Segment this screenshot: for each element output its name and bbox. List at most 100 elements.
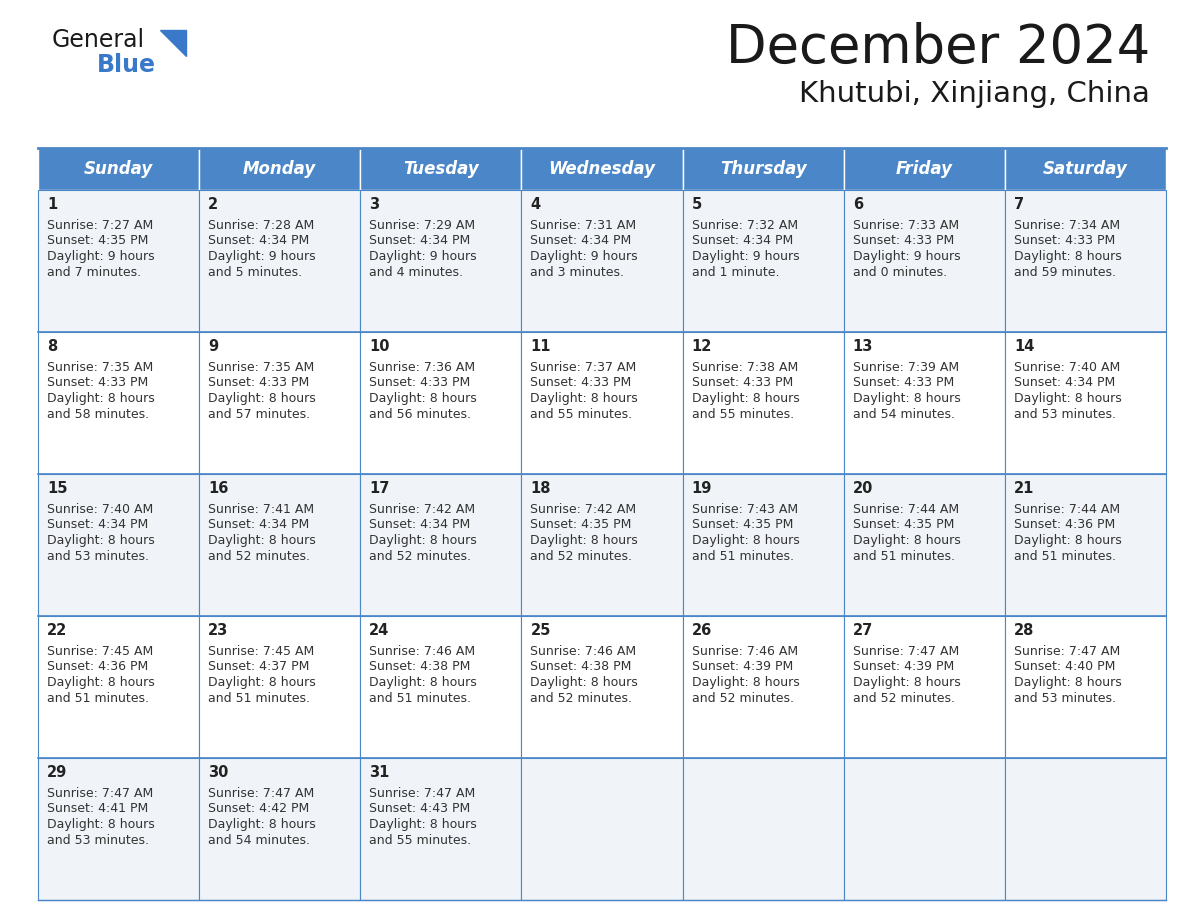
Bar — [522, 190, 683, 332]
Text: Daylight: 9 hours: Daylight: 9 hours — [691, 250, 800, 263]
Text: Sunset: 4:34 PM: Sunset: 4:34 PM — [369, 234, 470, 248]
Bar — [683, 148, 843, 190]
Text: Sunset: 4:35 PM: Sunset: 4:35 PM — [691, 519, 792, 532]
Text: 30: 30 — [208, 765, 228, 780]
Bar — [1005, 332, 1165, 474]
Text: Daylight: 9 hours: Daylight: 9 hours — [369, 250, 476, 263]
Text: Sunrise: 7:37 AM: Sunrise: 7:37 AM — [530, 361, 637, 374]
Text: and 52 minutes.: and 52 minutes. — [369, 550, 472, 563]
Polygon shape — [160, 30, 187, 56]
Text: 31: 31 — [369, 765, 390, 780]
Text: Sunrise: 7:47 AM: Sunrise: 7:47 AM — [48, 787, 153, 800]
Text: and 52 minutes.: and 52 minutes. — [530, 691, 632, 704]
Text: Daylight: 8 hours: Daylight: 8 hours — [48, 676, 154, 689]
Text: Sunrise: 7:46 AM: Sunrise: 7:46 AM — [691, 645, 797, 658]
Text: Blue: Blue — [97, 53, 156, 77]
Text: Saturday: Saturday — [1043, 160, 1127, 178]
Text: Daylight: 9 hours: Daylight: 9 hours — [208, 250, 316, 263]
Bar — [843, 148, 1005, 190]
Text: and 0 minutes.: and 0 minutes. — [853, 265, 947, 278]
Text: Daylight: 8 hours: Daylight: 8 hours — [369, 818, 478, 831]
Text: 5: 5 — [691, 197, 702, 212]
Text: Sunrise: 7:47 AM: Sunrise: 7:47 AM — [1013, 645, 1120, 658]
Bar — [843, 332, 1005, 474]
Text: Sunset: 4:35 PM: Sunset: 4:35 PM — [530, 519, 632, 532]
Text: Sunset: 4:34 PM: Sunset: 4:34 PM — [48, 519, 148, 532]
Bar — [200, 616, 360, 758]
Text: Tuesday: Tuesday — [403, 160, 479, 178]
Text: 16: 16 — [208, 481, 228, 496]
Bar — [1005, 148, 1165, 190]
Text: 9: 9 — [208, 339, 219, 354]
Text: Sunset: 4:34 PM: Sunset: 4:34 PM — [530, 234, 632, 248]
Text: Sunset: 4:33 PM: Sunset: 4:33 PM — [1013, 234, 1116, 248]
Text: Daylight: 8 hours: Daylight: 8 hours — [208, 392, 316, 405]
Text: Daylight: 8 hours: Daylight: 8 hours — [530, 676, 638, 689]
Text: Daylight: 8 hours: Daylight: 8 hours — [1013, 392, 1121, 405]
Text: Sunrise: 7:41 AM: Sunrise: 7:41 AM — [208, 503, 315, 516]
Bar — [38, 758, 200, 900]
Text: and 55 minutes.: and 55 minutes. — [691, 408, 794, 420]
Text: and 51 minutes.: and 51 minutes. — [208, 691, 310, 704]
Text: Daylight: 8 hours: Daylight: 8 hours — [369, 392, 478, 405]
Text: 10: 10 — [369, 339, 390, 354]
Text: Daylight: 9 hours: Daylight: 9 hours — [530, 250, 638, 263]
Text: and 5 minutes.: and 5 minutes. — [208, 265, 302, 278]
Text: Daylight: 8 hours: Daylight: 8 hours — [691, 392, 800, 405]
Text: and 1 minute.: and 1 minute. — [691, 265, 779, 278]
Text: Sunrise: 7:32 AM: Sunrise: 7:32 AM — [691, 219, 797, 232]
Text: and 53 minutes.: and 53 minutes. — [48, 834, 148, 846]
Bar — [360, 190, 522, 332]
Text: Sunrise: 7:28 AM: Sunrise: 7:28 AM — [208, 219, 315, 232]
Text: Sunrise: 7:43 AM: Sunrise: 7:43 AM — [691, 503, 797, 516]
Bar — [522, 616, 683, 758]
Text: Sunrise: 7:35 AM: Sunrise: 7:35 AM — [48, 361, 153, 374]
Text: Sunset: 4:33 PM: Sunset: 4:33 PM — [48, 376, 148, 389]
Text: Sunrise: 7:44 AM: Sunrise: 7:44 AM — [1013, 503, 1120, 516]
Text: and 54 minutes.: and 54 minutes. — [853, 408, 955, 420]
Bar — [522, 758, 683, 900]
Text: Daylight: 8 hours: Daylight: 8 hours — [208, 676, 316, 689]
Text: and 52 minutes.: and 52 minutes. — [853, 691, 955, 704]
Text: and 7 minutes.: and 7 minutes. — [48, 265, 141, 278]
Text: 25: 25 — [530, 623, 551, 638]
Text: Daylight: 8 hours: Daylight: 8 hours — [691, 676, 800, 689]
Text: 13: 13 — [853, 339, 873, 354]
Text: Sunset: 4:33 PM: Sunset: 4:33 PM — [691, 376, 792, 389]
Text: Sunday: Sunday — [84, 160, 153, 178]
Text: Monday: Monday — [244, 160, 316, 178]
Bar — [360, 616, 522, 758]
Text: and 58 minutes.: and 58 minutes. — [48, 408, 150, 420]
Text: 7: 7 — [1013, 197, 1024, 212]
Text: 29: 29 — [48, 765, 68, 780]
Bar — [200, 332, 360, 474]
Text: Sunset: 4:43 PM: Sunset: 4:43 PM — [369, 802, 470, 815]
Bar — [1005, 190, 1165, 332]
Text: and 3 minutes.: and 3 minutes. — [530, 265, 625, 278]
Bar — [843, 758, 1005, 900]
Bar — [522, 148, 683, 190]
Text: Sunrise: 7:27 AM: Sunrise: 7:27 AM — [48, 219, 153, 232]
Text: 12: 12 — [691, 339, 712, 354]
Bar — [38, 190, 200, 332]
Text: Sunset: 4:40 PM: Sunset: 4:40 PM — [1013, 660, 1116, 674]
Text: Sunrise: 7:31 AM: Sunrise: 7:31 AM — [530, 219, 637, 232]
Text: Sunset: 4:34 PM: Sunset: 4:34 PM — [208, 519, 309, 532]
Text: Thursday: Thursday — [720, 160, 807, 178]
Text: 19: 19 — [691, 481, 712, 496]
Text: Daylight: 8 hours: Daylight: 8 hours — [1013, 676, 1121, 689]
Text: Sunset: 4:33 PM: Sunset: 4:33 PM — [208, 376, 309, 389]
Text: Daylight: 8 hours: Daylight: 8 hours — [369, 676, 478, 689]
Text: 8: 8 — [48, 339, 57, 354]
Text: and 59 minutes.: and 59 minutes. — [1013, 265, 1116, 278]
Bar — [200, 758, 360, 900]
Bar — [683, 190, 843, 332]
Bar — [200, 190, 360, 332]
Text: Sunset: 4:36 PM: Sunset: 4:36 PM — [48, 660, 148, 674]
Bar — [683, 332, 843, 474]
Text: Daylight: 8 hours: Daylight: 8 hours — [48, 392, 154, 405]
Text: and 53 minutes.: and 53 minutes. — [1013, 691, 1116, 704]
Text: and 52 minutes.: and 52 minutes. — [530, 550, 632, 563]
Bar — [38, 148, 200, 190]
Text: Sunset: 4:34 PM: Sunset: 4:34 PM — [691, 234, 792, 248]
